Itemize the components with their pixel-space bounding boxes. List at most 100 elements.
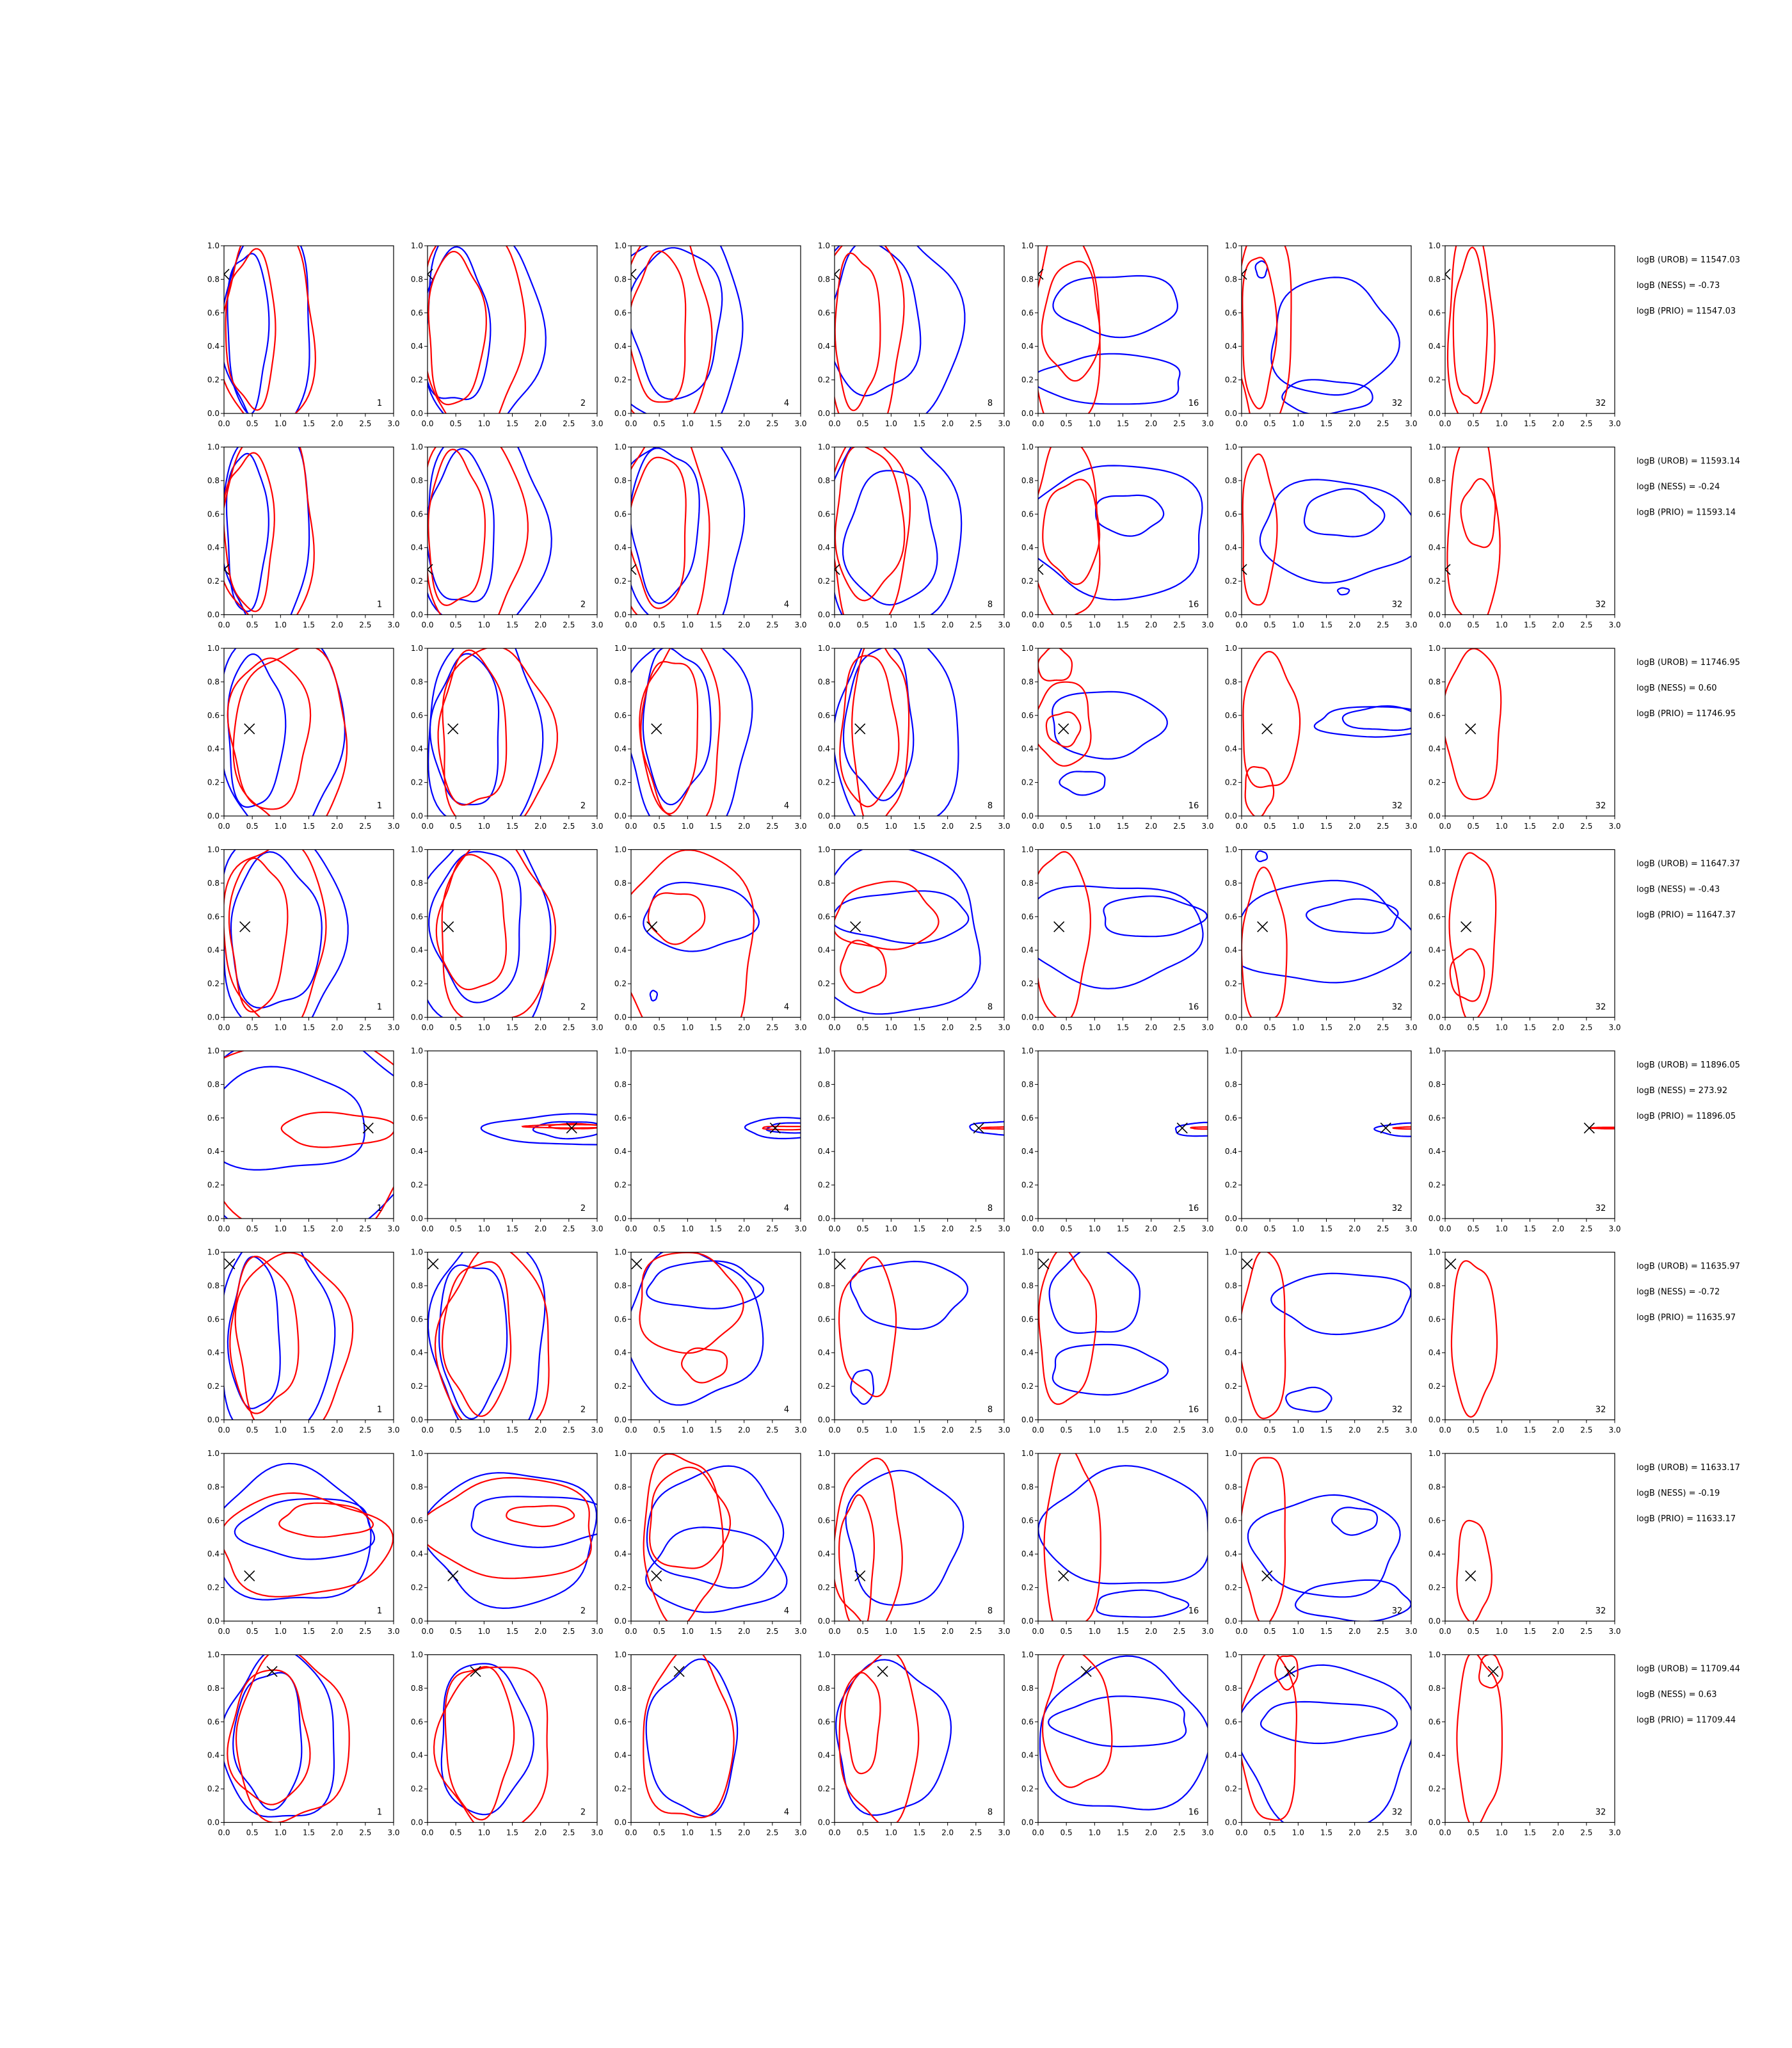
x-tick-label: 1.5 bbox=[1117, 822, 1129, 831]
y-tick-label: 0.2 bbox=[614, 979, 627, 988]
x-tick-label: 1.0 bbox=[275, 1224, 287, 1233]
x-tick-label: 0.0 bbox=[625, 419, 637, 428]
red-contour-level-1 bbox=[1456, 1519, 1492, 1621]
x-marker-icon bbox=[1445, 1258, 1457, 1270]
blue-contour-level-2 bbox=[224, 648, 346, 816]
axes-frame bbox=[834, 1050, 1005, 1219]
panel-label: 8 bbox=[988, 1204, 993, 1213]
contour-layer bbox=[224, 246, 317, 413]
y-tick-label: 0.2 bbox=[411, 376, 423, 385]
y-tick-label: 0.0 bbox=[1225, 1818, 1237, 1827]
x-marker-icon bbox=[428, 268, 433, 280]
axes-frame bbox=[630, 1251, 801, 1421]
x-tick-label: 1.0 bbox=[885, 1426, 897, 1435]
y-tick-label: 0.6 bbox=[1428, 1114, 1441, 1123]
y-tick-label: 1.0 bbox=[1021, 443, 1034, 452]
y-tick-label: 0.0 bbox=[411, 812, 423, 820]
red-contour-level-2 bbox=[224, 1051, 394, 1219]
x-tick-label: 2.5 bbox=[1580, 419, 1592, 428]
x-tick-label: 1.0 bbox=[478, 1426, 490, 1435]
x-tick-label: 1.5 bbox=[710, 621, 722, 630]
y-tick-label: 0.6 bbox=[1225, 711, 1237, 720]
blue-contour-level-2 bbox=[1039, 1655, 1208, 1811]
subplot-r2-c2: 0.0 0.5 1.0 1.5 2.0 2.5 3.0 0.0 0.2 0.4 0.6 0.8 1.0 2 bbox=[411, 443, 604, 630]
x-tick-label: 1.5 bbox=[710, 419, 722, 428]
y-tick-label: 0.4 bbox=[207, 946, 220, 955]
blue-contour-level-2 bbox=[428, 1472, 597, 1610]
true-value-x-marker bbox=[362, 1122, 374, 1134]
blue-contour-level-1 bbox=[642, 648, 712, 806]
y-tick-label: 0.8 bbox=[614, 677, 627, 686]
row-stats-6: logB (UROB) = 11635.97 logB (NESS) = -0.7… bbox=[1636, 1262, 1740, 1323]
x-tick-label: 2.0 bbox=[1348, 822, 1361, 831]
axes-frame bbox=[1037, 648, 1208, 817]
panel-label: 4 bbox=[784, 1405, 789, 1415]
panel-label: 16 bbox=[1188, 1606, 1199, 1616]
x-marker-icon bbox=[1380, 1122, 1391, 1134]
true-value-x-marker bbox=[1465, 1570, 1476, 1581]
x-tick-label: 1.5 bbox=[506, 1224, 518, 1233]
x-marker-icon bbox=[631, 1258, 643, 1270]
x-marker-icon bbox=[1176, 1122, 1188, 1134]
y-tick-label: 0.0 bbox=[614, 1818, 627, 1827]
red-contour-level-1 bbox=[1450, 1260, 1498, 1418]
subplot-r6-c7: 0.0 0.5 1.0 1.5 2.0 2.5 3.0 0.0 0.2 0.4 0.6 0.8 1.0 3… bbox=[1428, 1248, 1621, 1435]
x-tick-label: 1.0 bbox=[1292, 1224, 1304, 1233]
x-tick-label: 0.0 bbox=[1032, 1828, 1044, 1837]
y-tick-label: 0.0 bbox=[207, 611, 220, 620]
panel-label: 2 bbox=[580, 801, 586, 811]
x-tick-label: 2.0 bbox=[738, 822, 750, 831]
x-tick-label: 0.0 bbox=[828, 1426, 840, 1435]
panel-label: 4 bbox=[784, 1204, 789, 1213]
y-tick-label: 0.8 bbox=[411, 275, 423, 284]
y-tick-label: 0.6 bbox=[1225, 509, 1237, 518]
contour-layer bbox=[631, 1252, 765, 1406]
subplot-r8-c7: 0.0 0.5 1.0 1.5 2.0 2.5 3.0 0.0 0.2 0.4 0.6 0.8 1.0 3… bbox=[1428, 1651, 1621, 1837]
x-tick-label: 2.5 bbox=[1173, 1426, 1185, 1435]
y-tick-label: 0.0 bbox=[1021, 812, 1034, 820]
y-tick-label: 0.4 bbox=[207, 1147, 220, 1156]
x-tick-label: 2.0 bbox=[1552, 1426, 1564, 1435]
x-tick-label: 2.0 bbox=[941, 419, 954, 428]
contour-layer bbox=[1242, 246, 1400, 413]
blue-contour-level-1 bbox=[1038, 1465, 1208, 1585]
y-tick-label: 0.2 bbox=[207, 778, 220, 787]
x-tick-label: 1.5 bbox=[1320, 419, 1332, 428]
x-tick-label: 1.0 bbox=[682, 1426, 694, 1435]
x-tick-label: 2.5 bbox=[359, 1426, 371, 1435]
contour-layer bbox=[835, 447, 963, 615]
y-tick-label: 0.8 bbox=[411, 1684, 423, 1693]
axes-frame bbox=[630, 1050, 801, 1219]
x-tick-label: 3.0 bbox=[998, 419, 1010, 428]
subplot-r8-c5: 0.0 0.5 1.0 1.5 2.0 2.5 3.0 0.0 0.2 0.4 0.6 0.8 1.0 1… bbox=[1021, 1651, 1214, 1837]
y-tick-label: 0.4 bbox=[411, 1348, 423, 1357]
red-contour-level-1 bbox=[441, 1261, 512, 1417]
logb-stat-text: logB (NESS) = -0.43 bbox=[1636, 885, 1720, 895]
x-tick-label: 2.0 bbox=[1145, 1828, 1157, 1837]
axes-frame bbox=[630, 446, 801, 616]
logb-stat-text: logB (NESS) = -0.72 bbox=[1636, 1288, 1720, 1297]
y-tick-label: 0.0 bbox=[207, 1416, 220, 1425]
blue-contour-level-1 bbox=[1048, 1252, 1140, 1334]
x-tick-label: 0.0 bbox=[218, 1627, 230, 1636]
x-tick-label: 1.0 bbox=[478, 621, 490, 630]
subplot-r6-c2: 0.0 0.5 1.0 1.5 2.0 2.5 3.0 0.0 0.2 0.4 0.6 0.8 1.0 2 bbox=[411, 1248, 604, 1435]
y-tick-label: 0.8 bbox=[1021, 677, 1034, 686]
y-tick-label: 0.6 bbox=[1021, 912, 1034, 921]
x-tick-label: 2.0 bbox=[1348, 1828, 1361, 1837]
blue-contour-level-2 bbox=[428, 447, 552, 615]
x-tick-label: 0.5 bbox=[246, 1426, 259, 1435]
x-marker-icon bbox=[1583, 1122, 1595, 1134]
x-tick-label: 0.5 bbox=[653, 1426, 666, 1435]
x-marker-icon bbox=[1261, 1570, 1273, 1581]
logb-stat-text: logB (UROB) = 11647.37 bbox=[1636, 860, 1740, 869]
y-tick-label: 0.2 bbox=[614, 778, 627, 787]
y-tick-label: 0.2 bbox=[207, 979, 220, 988]
y-tick-label: 1.0 bbox=[1225, 241, 1237, 250]
x-tick-label: 2.5 bbox=[970, 621, 982, 630]
y-tick-label: 0.6 bbox=[411, 1516, 423, 1525]
contour-layer bbox=[1038, 1252, 1169, 1405]
x-tick-label: 0.0 bbox=[1235, 822, 1247, 831]
x-tick-label: 0.5 bbox=[246, 1224, 259, 1233]
y-tick-label: 0.4 bbox=[411, 1751, 423, 1760]
